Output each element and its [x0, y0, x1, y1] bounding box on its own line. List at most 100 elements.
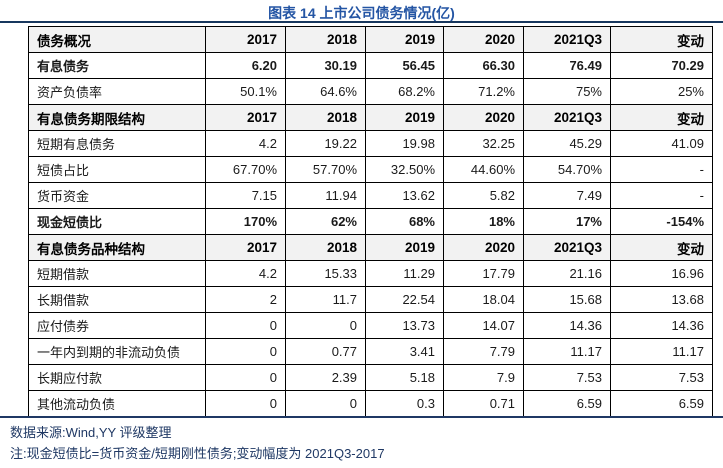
value-cell: 64.6% [285, 78, 366, 105]
value-cell: 14.07 [443, 312, 524, 339]
value-cell: 4.2 [205, 130, 286, 157]
value-cell: 7.15 [205, 182, 286, 209]
value-cell: 44.60% [443, 156, 524, 183]
value-cell: 19.98 [365, 130, 444, 157]
value-cell: 17.79 [443, 260, 524, 287]
value-cell: 6.20 [205, 52, 286, 79]
value-cell: 32.25 [443, 130, 524, 157]
row-label-cell: 短期有息债务 [28, 130, 206, 157]
table-row: 有息债务 6.20 30.19 56.45 66.30 76.49 70.29 [28, 52, 713, 79]
section-column-header-cell: 变动 [610, 234, 713, 261]
value-cell: 14.36 [523, 312, 611, 339]
bottom-rule [0, 416, 723, 418]
value-cell: 68% [365, 208, 444, 235]
section-column-header-cell: 2018 [285, 104, 366, 131]
value-cell: 11.17 [523, 338, 611, 365]
value-cell: 17% [523, 208, 611, 235]
row-label-cell: 货币资金 [28, 182, 206, 209]
table-row: 长期借款 2 11.7 22.54 18.04 15.68 13.68 [28, 286, 713, 313]
value-cell: 2 [205, 286, 286, 313]
table-row: 长期应付款 0 2.39 5.18 7.9 7.53 7.53 [28, 364, 713, 391]
change-cell: 25% [610, 78, 713, 105]
value-cell: 3.41 [365, 338, 444, 365]
table-row: 现金短债比 170% 62% 68% 18% 17% -154% [28, 208, 713, 235]
value-cell: 54.70% [523, 156, 611, 183]
debt-table: 债务概况 2017 2018 2019 2020 2021Q3 变动 有息债务 6.20 30.1… [28, 26, 713, 417]
section-column-header-cell: 2020 [443, 104, 524, 131]
value-cell: 7.49 [523, 182, 611, 209]
value-cell: 0 [205, 312, 286, 339]
value-cell: 0.3 [365, 390, 444, 417]
value-cell: 0 [285, 390, 366, 417]
value-cell: 21.16 [523, 260, 611, 287]
row-label-cell: 短债占比 [28, 156, 206, 183]
table-row: 货币资金 7.15 11.94 13.62 5.82 7.49- [28, 182, 713, 209]
row-label-cell: 长期应付款 [28, 364, 206, 391]
value-cell: 5.18 [365, 364, 444, 391]
figure-title: 图表 14 上市公司债务情况(亿) [268, 5, 455, 21]
formula-note: 注:现金短债比=货币资金/短期刚性债务;变动幅度为 2021Q3-2017 [10, 446, 385, 461]
value-cell: 2.39 [285, 364, 366, 391]
section-column-header-cell: 2018 [285, 234, 366, 261]
value-cell: 13.73 [365, 312, 444, 339]
section-column-header-cell: 2019 [365, 234, 444, 261]
source-note: 数据来源:Wind,YY 评级整理 [10, 425, 172, 440]
section-column-header-cell: 2020 [443, 26, 524, 53]
section-header-row: 有息债务期限结构 2017 2018 2019 2020 2021Q3 变动 [28, 104, 713, 131]
value-cell: 0 [205, 390, 286, 417]
section-column-header-cell: 2021Q3 [523, 26, 611, 53]
row-label-cell: 有息债务 [28, 52, 206, 79]
table-row: 短期借款 4.2 15.33 11.29 17.79 21.16 16.96 [28, 260, 713, 287]
top-rule [0, 21, 723, 23]
row-label-cell: 应付债券 [28, 312, 206, 339]
row-label-cell: 一年内到期的非流动负债 [28, 338, 206, 365]
row-label-cell: 现金短债比 [28, 208, 206, 235]
row-label-cell: 资产负债率 [28, 78, 206, 105]
value-cell: 11.7 [285, 286, 366, 313]
value-cell: 0.77 [285, 338, 366, 365]
value-cell: 76.49 [523, 52, 611, 79]
table-row: 短债占比 67.70% 57.70% 32.50% 44.60% 54.70% - [28, 156, 713, 183]
section-column-header-cell: 2017 [205, 26, 286, 53]
value-cell: 0 [205, 364, 286, 391]
section-column-header-cell: 2018 [285, 26, 366, 53]
section-header-row: 有息债务品种结构 2017 2018 2019 2020 2021Q3 变动 [28, 234, 713, 261]
change-cell: 7.53 [610, 364, 713, 391]
section-column-header-cell: 2021Q3 [523, 104, 611, 131]
section-column-header-cell: 2017 [205, 234, 286, 261]
section-header-row: 债务概况 2017 2018 2019 2020 2021Q3 变动 [28, 26, 713, 53]
row-label-cell: 长期借款 [28, 286, 206, 313]
value-cell: 11.94 [285, 182, 366, 209]
value-cell: 0 [205, 338, 286, 365]
section-column-header-cell: 2020 [443, 234, 524, 261]
section-title-cell: 有息债务品种结构 [28, 234, 206, 261]
value-cell: 18% [443, 208, 524, 235]
debt-table-body: 债务概况 2017 2018 2019 2020 2021Q3 变动 有息债务 6.20 30.1… [28, 26, 713, 417]
table-row: 其他流动负债 0 0 0.3 0.71 6.59 6.59 [28, 390, 713, 417]
table-row: 应付债券 0 0 13.73 14.07 14.36 14.36 [28, 312, 713, 339]
value-cell: 15.33 [285, 260, 366, 287]
value-cell: 7.79 [443, 338, 524, 365]
table-row: 一年内到期的非流动负债 0 0.77 3.41 7.79 11.17 11.17 [28, 338, 713, 365]
value-cell: 6.59 [523, 390, 611, 417]
value-cell: 19.22 [285, 130, 366, 157]
value-cell: 66.30 [443, 52, 524, 79]
section-title-cell: 债务概况 [28, 26, 206, 53]
value-cell: 5.82 [443, 182, 524, 209]
section-column-header-cell: 2019 [365, 26, 444, 53]
value-cell: 22.54 [365, 286, 444, 313]
value-cell: 56.45 [365, 52, 444, 79]
section-column-header-cell: 2019 [365, 104, 444, 131]
row-label-cell: 短期借款 [28, 260, 206, 287]
value-cell: 13.62 [365, 182, 444, 209]
table-row: 短期有息债务 4.2 19.22 19.98 32.25 45.29 41.09 [28, 130, 713, 157]
value-cell: 30.19 [285, 52, 366, 79]
value-cell: 15.68 [523, 286, 611, 313]
row-label-cell: 其他流动负债 [28, 390, 206, 417]
change-cell: 14.36 [610, 312, 713, 339]
change-cell: 6.59 [610, 390, 713, 417]
value-cell: 32.50% [365, 156, 444, 183]
section-column-header-cell: 2021Q3 [523, 234, 611, 261]
value-cell: 45.29 [523, 130, 611, 157]
section-column-header-cell: 2017 [205, 104, 286, 131]
